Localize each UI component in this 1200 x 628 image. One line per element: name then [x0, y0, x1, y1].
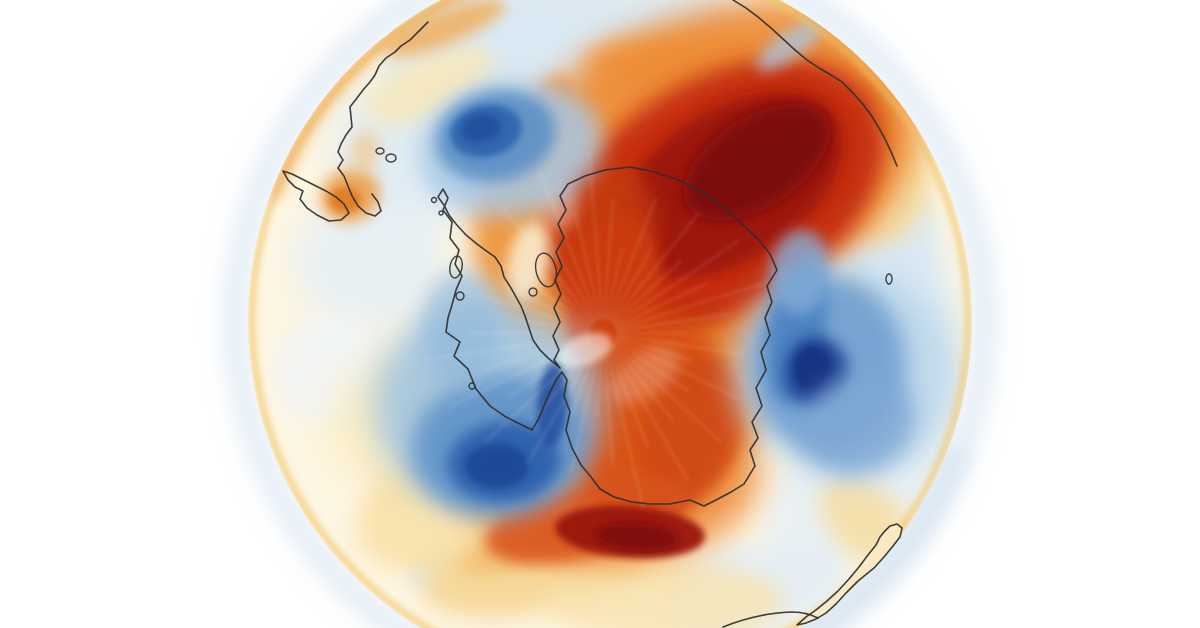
polar-ray: [573, 210, 602, 320]
polar-ray: [602, 198, 615, 320]
polar-ray: [516, 290, 591, 329]
polar-ray: [606, 197, 657, 321]
anomaly-blob-cold-east-lower: [801, 375, 915, 475]
polar-ray: [447, 337, 591, 409]
polar-ray: [616, 280, 770, 331]
polar-ray: [525, 344, 598, 466]
anomaly-blob-patagonia-warm-tail: [350, 130, 380, 174]
polar-ray: [615, 337, 740, 400]
polar-ray: [613, 239, 740, 327]
polar-ray: [608, 344, 690, 482]
anomaly-blob-red-south-band-deep: [595, 522, 679, 552]
anomaly-field: [275, 0, 960, 628]
polar-ray: [608, 248, 653, 322]
anomaly-blob-south-sand-band-2: [545, 562, 785, 628]
new-zealand-outline: [796, 523, 903, 626]
polar-ray: [567, 345, 600, 422]
halo-arc-bottom-right: [795, 443, 969, 628]
polar-ray: [616, 333, 743, 356]
anomaly-blob-red-core-deep: [683, 103, 831, 221]
halo-ring: [223, 0, 997, 628]
polar-ray: [544, 232, 598, 322]
polar-ray: [484, 335, 590, 371]
polar-ray: [610, 343, 675, 423]
polar-ray: [588, 150, 604, 320]
polar-ray: [423, 333, 590, 362]
polar-ray: [517, 318, 590, 333]
polar-ray: [604, 346, 645, 510]
globe: [248, 0, 972, 628]
limb-yellow-ring: [249, 0, 971, 628]
polar-rays: [423, 150, 770, 510]
anomaly-blob-cold-bay-core-deep: [465, 444, 529, 488]
polar-ray: [595, 346, 604, 418]
polar-ray: [570, 346, 602, 473]
weddell-islet: [528, 287, 538, 297]
polar-ray: [612, 341, 722, 444]
polar-ray: [602, 346, 615, 466]
polar-ray: [606, 345, 650, 448]
anomaly-blob-cold-east-upper: [769, 230, 831, 314]
falkland-islands-west: [375, 147, 385, 155]
tierra-del-fuego-outline: [282, 170, 350, 222]
berkner-island: [534, 252, 558, 288]
new-zealand-south-coastline: [722, 611, 819, 628]
peninsula-islet: [455, 291, 465, 301]
polar-ray: [507, 339, 593, 399]
subantarctic-islet: [885, 273, 893, 285]
west-coast-islet: [468, 382, 476, 390]
polar-ray: [612, 259, 683, 325]
alexander-island: [449, 255, 463, 279]
falkland-islands-east: [385, 153, 397, 163]
limb-ring: [249, 0, 971, 628]
peninsula-islet-2: [430, 196, 438, 204]
anomaly-blob-west-pale-blue: [295, 195, 445, 325]
polar-ray: [604, 247, 624, 320]
anomaly-blob-patagonia-warm-core: [329, 187, 361, 213]
anomaly-blob-red-east-streak: [640, 357, 744, 503]
polar-ray: [615, 281, 709, 329]
polar-ray: [500, 204, 596, 323]
polar-ray: [483, 341, 594, 445]
south-america-coastline: [337, 21, 429, 217]
atmosphere-halo: [223, 0, 997, 628]
anomaly-blob-cold-top-core-deep: [461, 113, 501, 143]
polar-ray: [616, 312, 728, 333]
polar-ray: [616, 335, 693, 362]
coastlines: [282, 0, 903, 628]
southern-africa-coastline: [732, 0, 898, 167]
anomaly-blob-topleft-sand: [365, 44, 495, 126]
anomaly-blob-cold-bay-spur: [422, 270, 502, 390]
polar-ray: [610, 211, 701, 323]
anomaly-blob-cold-east-core-deep: [794, 346, 832, 392]
polar-ray: [538, 171, 600, 321]
anomaly-blob-cold-inlet-tongue: [536, 363, 568, 447]
anomaly-blob-topleft-limb-orange: [384, 0, 506, 57]
peninsula-islet-3: [438, 210, 444, 216]
polar-ray: [613, 339, 690, 393]
antarctica-outline: [437, 166, 778, 507]
limb-orange-arc-top-left: [269, 0, 561, 200]
polar-ray: [475, 245, 593, 327]
polar-ray: [465, 289, 590, 331]
